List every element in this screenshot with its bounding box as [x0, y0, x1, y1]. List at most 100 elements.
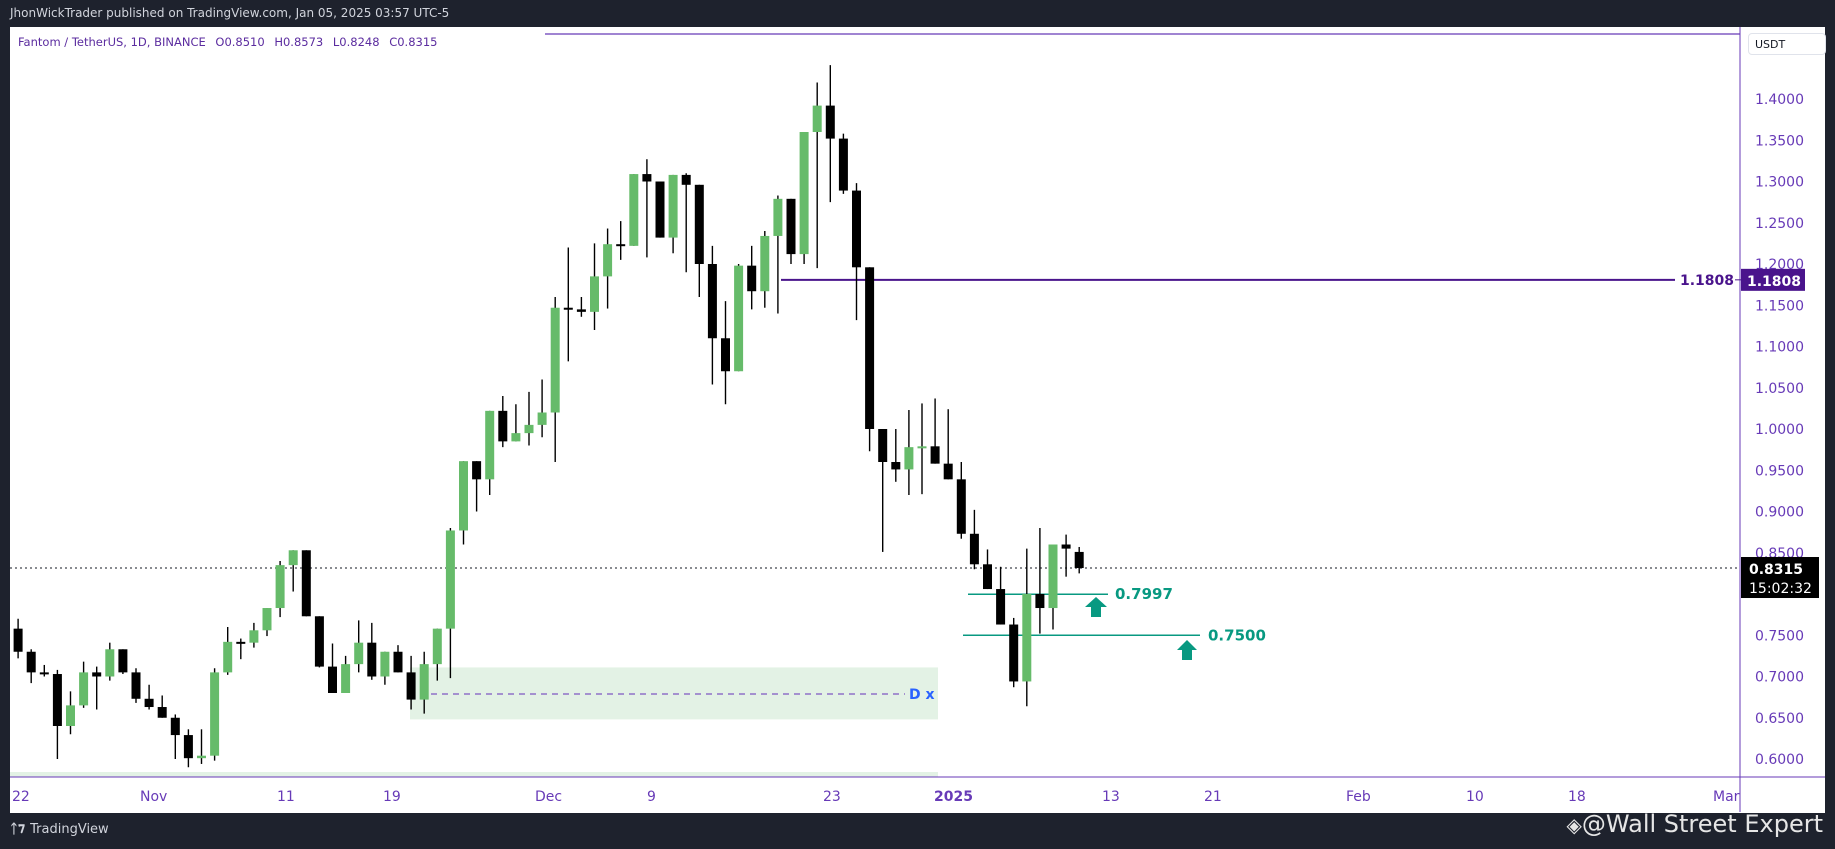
binance-diamond-icon: ◈ [1566, 813, 1582, 837]
candle [747, 245, 757, 310]
candle-body [852, 190, 861, 268]
candle-body [301, 550, 311, 617]
candle [380, 651, 390, 685]
candle-body [996, 589, 1006, 625]
candle-body [1048, 544, 1058, 609]
candle [1035, 528, 1045, 634]
candle [865, 267, 875, 452]
candle [262, 608, 272, 637]
candle [105, 642, 115, 681]
candle [629, 174, 639, 246]
candle-body [786, 198, 796, 255]
candle [393, 645, 403, 673]
candle [891, 429, 901, 482]
candle-body [26, 651, 36, 673]
candle-body [576, 309, 586, 312]
ohlc-close: C0.8315 [389, 35, 438, 49]
time-tick: 11 [277, 789, 295, 805]
candle [1022, 548, 1032, 707]
candle [367, 622, 377, 680]
candle [511, 404, 521, 442]
candle [354, 620, 364, 673]
candle [328, 643, 337, 693]
candle [13, 618, 23, 659]
candle-body [563, 307, 573, 310]
candle-body [550, 307, 560, 413]
candle [655, 181, 665, 238]
candle [419, 651, 429, 714]
candle [223, 627, 233, 675]
candle [930, 398, 940, 464]
candle-body [616, 244, 626, 247]
candle-body [629, 174, 639, 246]
tradingview-logo[interactable]: ᛏ𝟕 TradingView [10, 822, 109, 837]
candle-body [445, 530, 455, 629]
candle-body [328, 666, 337, 693]
candle-body [131, 672, 141, 699]
candle [590, 243, 599, 330]
candle [825, 65, 835, 203]
candle-body [288, 550, 298, 566]
candle-body [432, 628, 442, 665]
candle-body [13, 628, 23, 652]
time-tick: 18 [1568, 789, 1586, 805]
candle-body [707, 264, 717, 339]
price-tick: 0.6000 [1755, 752, 1804, 768]
candle-body [511, 433, 521, 442]
candle [288, 550, 298, 592]
candle [878, 429, 888, 552]
candle [773, 195, 783, 314]
tradingview-logo-icon: ᛏ𝟕 [10, 822, 31, 837]
candle-body [1061, 544, 1071, 549]
candle-body [537, 412, 547, 425]
candle-body [1022, 594, 1032, 682]
candle-body [393, 651, 403, 673]
candle [183, 729, 193, 768]
candle [904, 410, 914, 495]
candle [760, 231, 770, 308]
candle [721, 301, 730, 405]
resistance-price-tag [1741, 268, 1805, 291]
candle [236, 638, 246, 660]
symbol-legend: Fantom / TetherUS, 1D, BINANCE O0.8510 H… [18, 35, 437, 49]
price-tick: 0.9500 [1755, 463, 1804, 479]
time-tick: 2025 [934, 789, 973, 805]
candle [969, 509, 979, 570]
candle [249, 622, 259, 648]
candle [642, 159, 652, 258]
candle [734, 264, 744, 372]
candle [275, 561, 285, 618]
candle-body [721, 338, 730, 372]
time-tick: 9 [647, 789, 656, 805]
candle [314, 616, 324, 668]
candle-body [197, 755, 206, 759]
candle [1061, 534, 1071, 577]
candle-body [760, 235, 770, 292]
candle-body [183, 735, 193, 759]
candle-body [524, 424, 534, 434]
candle-body [223, 641, 233, 673]
support-label-1: 0.7997 [1115, 585, 1173, 603]
watermark-text: @Wall Street Expert [1581, 810, 1823, 838]
time-tick: 22 [12, 789, 30, 805]
ohlc-open: O0.8510 [215, 35, 265, 49]
candle [838, 133, 848, 194]
candle [197, 729, 206, 764]
candle [498, 396, 508, 448]
price-tick: 1.3000 [1755, 175, 1804, 191]
candle-body [799, 132, 809, 255]
publish-info: JhonWickTrader published on TradingView.… [10, 6, 450, 20]
last-price-label: 0.8315 [1749, 562, 1803, 578]
candle-body [406, 672, 416, 700]
candle-body [747, 265, 757, 292]
currency-button[interactable]: USDT [1748, 33, 1826, 55]
candle-body [275, 565, 285, 609]
candle [550, 297, 560, 462]
candle-body [52, 674, 62, 726]
candle-body [838, 138, 848, 191]
candle [983, 549, 992, 590]
candle [92, 666, 102, 710]
candle-body [825, 105, 835, 139]
resistance-label: 1.1808 [1680, 273, 1734, 289]
